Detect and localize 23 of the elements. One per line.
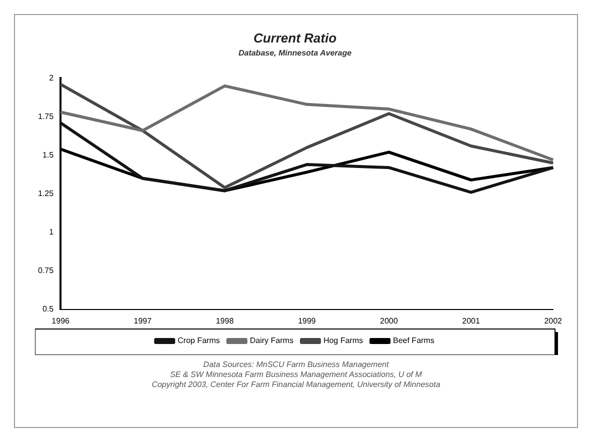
y-tick-label: 1.75 (38, 112, 54, 121)
y-tick-label: 0.75 (38, 266, 54, 276)
x-tick-label: 1997 (134, 316, 152, 326)
y-tick-label: 0.5 (42, 304, 54, 314)
legend-label: Crop Farms (178, 336, 220, 346)
x-tick-label: 2001 (462, 316, 480, 326)
chart-title: Current Ratio (253, 30, 337, 46)
y-tick-label: 2 (49, 73, 54, 82)
legend-label: Beef Farms (393, 336, 434, 346)
text: SE & SW Minnesota Farm Business Management Associations, U of M (169, 370, 423, 380)
x-tick-label: 1998 (216, 316, 234, 326)
text: Data Sources: MnSCU Farm Business Management (202, 360, 390, 370)
x-tick-label: 1996 (52, 316, 70, 326)
legend-label: Dairy Farms (250, 336, 294, 346)
y-tick-label: 1.5 (42, 150, 54, 160)
y-tick-label: 1 (49, 228, 54, 237)
chart-subtitle: Database, Minnesota Average (238, 48, 352, 58)
x-tick-label: 1999 (298, 316, 316, 326)
text: Copyright 2003, Center For Farm Financial Management, University of Minnesota (150, 380, 442, 390)
legend-label: Hog Farms (323, 336, 363, 346)
x-tick-label: 2000 (380, 316, 398, 326)
y-tick-label: 1.25 (38, 189, 54, 198)
x-tick-label: 2002 (544, 316, 563, 326)
